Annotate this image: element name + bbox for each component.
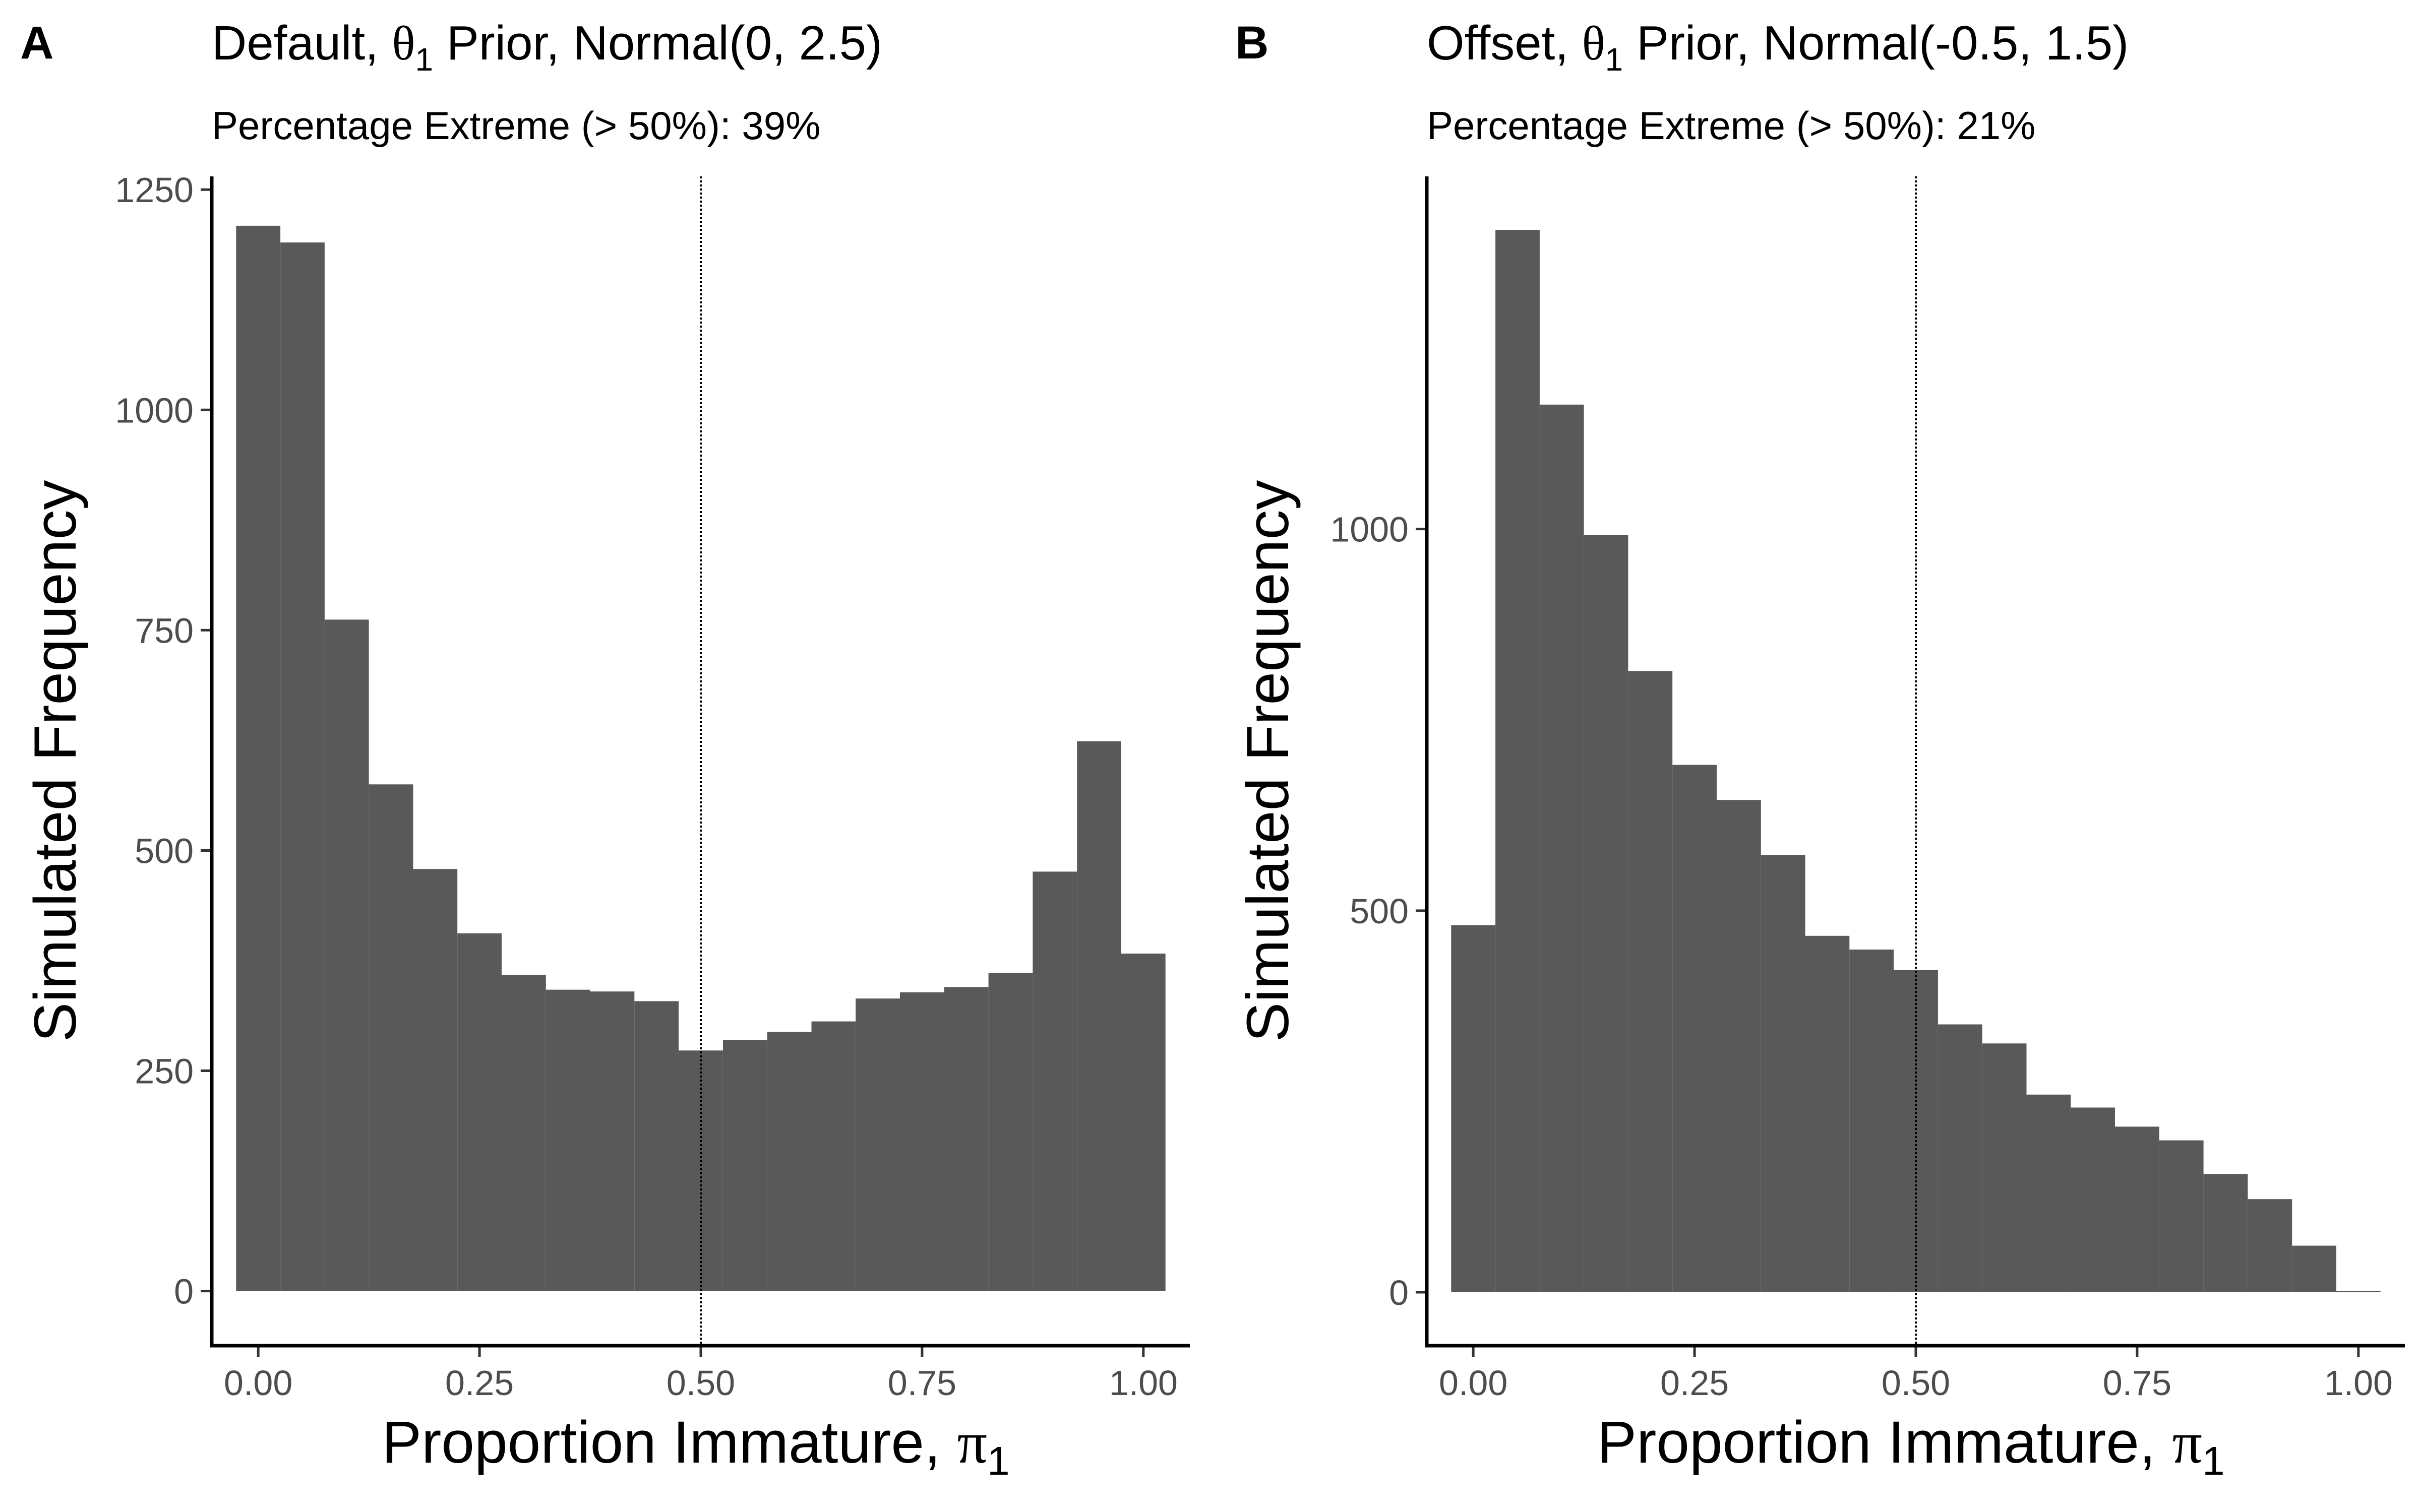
panel-b-title-lead: Offset, xyxy=(1427,16,1582,70)
panel-b-y-tick-label-2: 1000 xyxy=(1330,510,1409,549)
panel-b-bar-20 xyxy=(2336,1291,2381,1292)
panel-a-bar-0 xyxy=(236,225,281,1291)
panel-b-bar-4 xyxy=(1628,671,1673,1292)
panel-a-title: Default, θ1 Prior, Normal(0, 2.5) xyxy=(212,16,882,78)
panel-a-bar-1 xyxy=(280,242,325,1291)
panel-a-plot-area: 0 250 500 750 1000 1250 0.00 0.25 0.50 0.75 1.00 xyxy=(115,170,1190,1403)
panel-a-bar-15 xyxy=(900,992,944,1291)
panel-a-title-tail: Prior, Normal(0, 2.5) xyxy=(433,16,882,70)
panel-b-x-tick-label-3: 0.75 xyxy=(2103,1363,2171,1403)
panel-a-bar-7 xyxy=(546,989,590,1291)
panel-a-bar-3 xyxy=(369,784,413,1291)
panel-b-bar-9 xyxy=(1849,950,1894,1292)
panel-b-title-theta: θ xyxy=(1582,16,1605,70)
panel-b-tag: B xyxy=(1235,17,1268,69)
panel-a-title-subscript: 1 xyxy=(415,41,434,78)
panel-b-bar-1 xyxy=(1495,230,1540,1292)
panel-a-y-axis-title: Simulated Frequency xyxy=(22,480,89,1042)
panel-a-y-tick-label-1: 250 xyxy=(135,1052,194,1091)
panel-a-bar-4 xyxy=(413,869,458,1291)
panel-b-x-tick-label-1: 0.25 xyxy=(1660,1363,1729,1403)
panel-b-bar-2 xyxy=(1539,404,1584,1292)
panel-b-x-axis-title-pi: π xyxy=(2172,1410,2203,1476)
panel-b-bar-12 xyxy=(1982,1043,2027,1292)
panel-b-subtitle: Percentage Extreme (> 50%): 21% xyxy=(1427,103,2035,148)
panel-b-x-tick-label-4: 1.00 xyxy=(2324,1363,2393,1403)
panel-a-bar-14 xyxy=(856,998,900,1291)
panel-b-bar-18 xyxy=(2248,1199,2292,1292)
panel-a-bar-10 xyxy=(679,1050,723,1291)
panel-a-bar-17 xyxy=(988,973,1033,1291)
panel-b-bars xyxy=(1451,230,2381,1292)
panel-a-y-ticks: 0 250 500 750 1000 1250 xyxy=(115,170,212,1311)
panel-a-x-tick-label-4: 1.00 xyxy=(1109,1363,1178,1403)
panel-a-x-tick-label-1: 0.25 xyxy=(445,1363,514,1403)
panel-a-y-tick-label-0: 0 xyxy=(174,1272,194,1311)
panel-b-bar-8 xyxy=(1805,935,1850,1292)
panel-a-y-tick-label-5: 1250 xyxy=(115,170,194,210)
panel-a-bar-12 xyxy=(767,1032,812,1291)
panel-b-plot-area: 0 500 1000 0.00 0.25 0.50 0.75 1.00 xyxy=(1330,176,2405,1403)
panel-b-y-tick-label-0: 0 xyxy=(1389,1273,1409,1312)
panel-b-bar-16 xyxy=(2159,1140,2204,1292)
panel-a-x-tick-label-2: 0.50 xyxy=(667,1363,735,1403)
panel-a-x-axis-title-pi: π xyxy=(957,1410,988,1476)
panel-a-title-lead: Default, xyxy=(212,16,392,70)
panel-a-y-tick-label-2: 500 xyxy=(135,831,194,870)
panel-b-x-tick-label-0: 0.00 xyxy=(1439,1363,1507,1403)
panel-a-x-axis-title: Proportion Immature, π1 xyxy=(382,1409,1009,1483)
panel-b-title: Offset, θ1 Prior, Normal(-0.5, 1.5) xyxy=(1427,16,2129,78)
panel-a-bar-18 xyxy=(1033,871,1077,1291)
panel-a-bar-5 xyxy=(457,933,502,1291)
panel-b-bar-3 xyxy=(1584,535,1628,1292)
panel-a-bar-6 xyxy=(502,975,546,1291)
panel-b-bar-10 xyxy=(1894,970,1938,1292)
panel-a-bar-11 xyxy=(722,1040,767,1291)
panel-a-bars xyxy=(236,225,1166,1291)
panel-a-x-tick-label-3: 0.75 xyxy=(888,1363,956,1403)
panel-a-subtitle: Percentage Extreme (> 50%): 39% xyxy=(212,103,820,148)
panel-a-bar-9 xyxy=(634,1001,679,1291)
panel-a-bar-8 xyxy=(590,991,635,1291)
panel-a-x-axis-title-lead: Proportion Immature, xyxy=(382,1409,957,1476)
panel-b-bar-13 xyxy=(2026,1094,2071,1292)
panel-a-x-tick-label-0: 0.00 xyxy=(224,1363,292,1403)
panel-a-x-ticks: 0.00 0.25 0.50 0.75 1.00 xyxy=(224,1346,1178,1403)
panel-b-x-axis-title: Proportion Immature, π1 xyxy=(1597,1409,2224,1483)
panel-a-bar-20 xyxy=(1121,954,1166,1291)
panel-b-x-ticks: 0.00 0.25 0.50 0.75 1.00 xyxy=(1439,1346,2393,1403)
panel-b-bar-0 xyxy=(1451,925,1496,1292)
panel-b-y-tick-label-1: 500 xyxy=(1350,892,1409,931)
panel-a-bar-2 xyxy=(324,619,369,1291)
panel-a-title-theta: θ xyxy=(392,16,415,70)
panel-a-bar-13 xyxy=(811,1021,856,1291)
panel-b-bar-17 xyxy=(2203,1174,2248,1292)
panel-b-bar-6 xyxy=(1717,800,1761,1292)
panel-b-bar-15 xyxy=(2115,1126,2159,1292)
panel-b-bar-7 xyxy=(1761,855,1805,1292)
panel-b-x-tick-label-2: 0.50 xyxy=(1882,1363,1950,1403)
panel-a-x-axis-title-subscript: 1 xyxy=(987,1438,1010,1483)
panel-b-x-axis-title-lead: Proportion Immature, xyxy=(1597,1409,2172,1476)
panel-a-y-tick-label-4: 1000 xyxy=(115,391,194,430)
panel-a-tag: A xyxy=(20,17,53,69)
panel-b-bar-14 xyxy=(2071,1107,2115,1292)
panel-b-title-tail: Prior, Normal(-0.5, 1.5) xyxy=(1623,16,2129,70)
panel-b-bar-11 xyxy=(1938,1024,1982,1292)
panel-b-y-ticks: 0 500 1000 xyxy=(1330,510,1427,1312)
panel-a-y-tick-label-3: 750 xyxy=(135,611,194,650)
panel-b-x-axis-title-subscript: 1 xyxy=(2202,1438,2225,1483)
panel-a-bar-16 xyxy=(944,987,989,1291)
panel-b-bar-5 xyxy=(1672,765,1717,1292)
panel-b-title-subscript: 1 xyxy=(1605,41,1623,78)
panel-b-y-axis-title: Simulated Frequency xyxy=(1235,480,1301,1042)
panel-b-bar-19 xyxy=(2292,1245,2336,1292)
panel-a-bar-19 xyxy=(1077,741,1121,1291)
